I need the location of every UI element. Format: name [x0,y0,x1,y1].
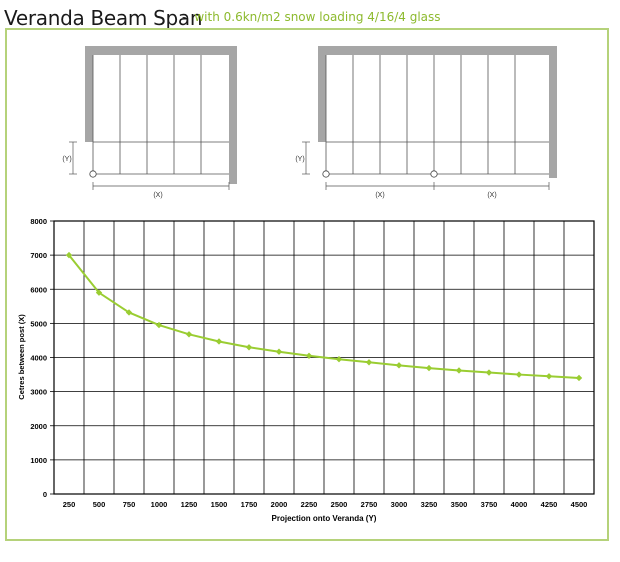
data-point [215,338,223,345]
data-point [425,364,433,372]
subtitle-dash: - [182,10,187,24]
x-tick-label: 2500 [331,500,348,509]
x-tick-label: 2750 [361,500,378,509]
data-point [455,367,463,374]
data-point [395,362,403,369]
x-tick-label: 3750 [481,500,498,509]
series-line [68,254,580,379]
right-veranda-diagram: (Y) (X) (X) [295,46,557,199]
data-point [335,356,343,363]
page-title: Veranda Beam Span [4,6,203,30]
y-tick-label: 6000 [30,285,47,294]
data-point [125,309,133,316]
y-tick-label: 0 [43,490,47,499]
data-point [575,374,583,382]
x-tick-label: 1250 [181,500,198,509]
x-tick-label: 4250 [541,500,558,509]
right-y-label: (Y) [295,156,304,163]
x-tick-label: 3500 [451,500,468,509]
data-point [305,352,313,359]
data-point [275,348,283,355]
x-axis-label: Projection onto Veranda (Y) [272,514,377,523]
x-tick-label: 3250 [421,500,438,509]
x-tick-label: 1000 [151,500,168,509]
left-wall-top [85,46,237,55]
data-point [485,369,493,376]
data-point [545,373,553,380]
x-tick-label: 4000 [511,500,528,509]
x-tick-label: 3000 [391,500,408,509]
y-tick-label: 8000 [30,217,47,226]
left-post-marker [89,170,97,178]
y-tick-label: 2000 [30,422,47,431]
y-tick-label: 5000 [30,319,47,328]
data-point [245,344,253,351]
subtitle-text: with 0.6kn/m2 snow loading 4/16/4 glass [194,10,441,24]
right-x-label-2: (X) [487,192,496,199]
left-wall-left [85,46,93,142]
y-tick-label: 4000 [30,354,47,363]
right-wall-left [318,46,326,142]
right-x-label-1: (X) [375,192,384,199]
data-point [515,371,523,378]
x-tick-label: 1500 [211,500,228,509]
right-post-marker-1 [322,170,330,178]
x-tick-label: 1750 [241,500,258,509]
y-tick-label: 7000 [30,251,47,260]
y-tick-labels: 0 1000 2000 3000 4000 5000 6000 7000 8000 [30,217,47,499]
right-post-marker-2 [430,170,438,178]
right-wall-right [549,46,557,178]
right-wall-top [318,46,557,55]
left-veranda-diagram: (Y) (X) [62,46,237,199]
y-tick-label: 3000 [30,388,47,397]
plot-area-border [53,220,595,495]
page-subtitle: - with 0.6kn/m2 snow loading 4/16/4 glass [182,10,441,24]
content-frame [5,28,609,541]
data-point [365,359,373,366]
left-y-label: (Y) [62,156,71,163]
left-x-label: (X) [153,192,162,199]
veranda-diagrams: (Y) (X) (Y) (X) (X) [62,46,557,199]
x-tick-label: 2250 [301,500,318,509]
chart-series [65,251,583,382]
left-wall-right [229,46,237,184]
y-tick-label: 1000 [30,456,47,465]
y-axis-label: Cetres between post (X) [17,314,26,400]
x-tick-label: 2000 [271,500,288,509]
x-tick-label: 4500 [571,500,588,509]
x-tick-label: 250 [63,500,76,509]
data-point [155,321,163,329]
data-point [95,289,103,296]
x-tick-label: 750 [123,500,136,509]
x-tick-label: 500 [93,500,106,509]
data-point [185,331,193,338]
x-tick-labels: 250 500 750 1000 1250 1500 1750 2000 2250 2500 275… [63,500,588,509]
data-point [65,251,73,259]
